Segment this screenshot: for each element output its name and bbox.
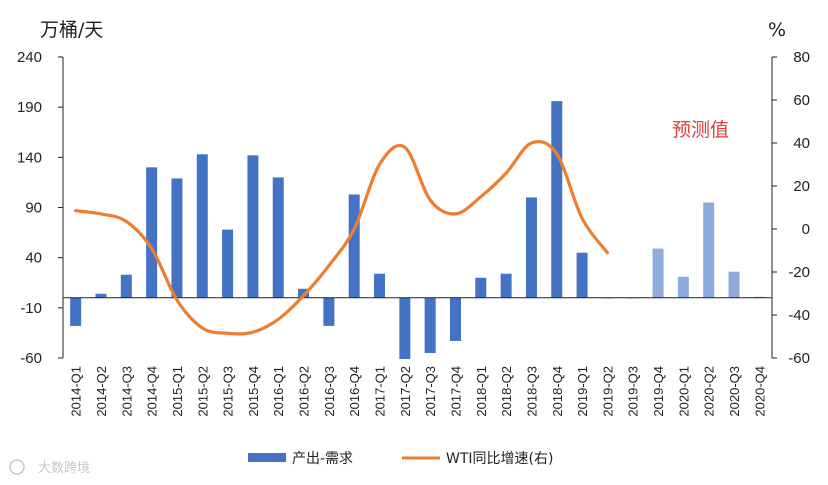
bar — [70, 297, 82, 326]
y-right-ticks: 80 60 40 20 0 -20 -40 -60 — [788, 49, 810, 367]
x-tick-label: 2017-Q2 — [398, 366, 413, 417]
x-tick-label: 2015-Q4 — [246, 366, 261, 417]
x-tick-label: 2015-Q2 — [195, 366, 210, 417]
bar — [652, 248, 664, 298]
y-right-tick-label: 0 — [802, 221, 810, 238]
bar — [298, 288, 310, 298]
bar — [753, 296, 765, 298]
bar — [247, 155, 259, 298]
line-series — [74, 139, 609, 336]
bar — [171, 178, 183, 298]
x-tick-label: 2016-Q1 — [271, 366, 286, 417]
y-right-tick-label: -40 — [788, 307, 810, 324]
bar-series — [70, 101, 765, 360]
legend: 产出-需求 WTI同比增速(右) — [248, 451, 553, 467]
y-left-tick-label: 190 — [17, 99, 42, 116]
y-right-tick-label: 80 — [793, 49, 810, 66]
x-tick-label: 2020-Q3 — [727, 366, 742, 417]
y-left-tick-label: 140 — [17, 149, 42, 166]
y-right-tick-label: 40 — [793, 135, 810, 152]
x-tick-label: 2020-Q2 — [702, 366, 717, 417]
wti-growth-line — [74, 139, 609, 336]
bar — [399, 297, 411, 360]
watermark-logo-icon — [9, 459, 25, 475]
y-left-tick-label: 40 — [25, 250, 42, 267]
x-tick-label: 2014-Q3 — [119, 366, 134, 417]
x-tick-label: 2017-Q1 — [373, 366, 388, 417]
bar — [728, 271, 740, 298]
x-tick-label: 2018-Q1 — [474, 366, 489, 417]
bar — [146, 167, 158, 298]
watermark-text: 大数跨境 — [38, 461, 90, 476]
legend-bar-label: 产出-需求 — [292, 451, 353, 467]
bar — [323, 297, 335, 326]
bar — [475, 277, 487, 298]
x-tick-label: 2016-Q4 — [347, 366, 362, 417]
x-tick-label: 2019-Q3 — [626, 366, 641, 417]
bar — [500, 273, 512, 298]
bar — [424, 297, 436, 353]
y-right-tick-label: -60 — [788, 350, 810, 367]
forecast-annotation: 预测值 — [672, 119, 729, 141]
x-tick-label: 2019-Q2 — [600, 366, 615, 417]
x-tick-label: 2015-Q3 — [221, 366, 236, 417]
watermark: 大数跨境 — [9, 459, 90, 476]
x-tick-label: 2016-Q2 — [297, 366, 312, 417]
x-tick-label: 2018-Q3 — [524, 366, 539, 417]
y-left-ticks: 240 190 140 90 40 -10 -60 — [17, 49, 42, 367]
x-tick-label: 2020-Q4 — [752, 366, 767, 417]
x-tick-label: 2017-Q3 — [423, 366, 438, 417]
x-tick-label: 2014-Q4 — [145, 366, 160, 417]
bar — [196, 154, 208, 298]
y-left-tick-label: -10 — [20, 300, 42, 317]
y-right-tick-label: -20 — [788, 264, 810, 281]
y-left-tick-label: -60 — [20, 350, 42, 367]
y-left-tick-label: 90 — [25, 200, 42, 217]
x-tick-labels: 2014-Q1 2014-Q2 2014-Q3 2014-Q4 2015-Q1 2015-… — [69, 366, 768, 417]
legend-line-label: WTI同比增速(右) — [446, 451, 553, 467]
y-right-tick-label: 20 — [793, 178, 810, 195]
bar — [222, 229, 234, 298]
x-tick-label: 2017-Q4 — [449, 366, 464, 417]
axes — [58, 56, 777, 359]
x-tick-label: 2019-Q4 — [651, 366, 666, 417]
x-tick-label: 2019-Q1 — [575, 366, 590, 417]
bar — [525, 197, 537, 298]
bar — [272, 177, 284, 298]
bar — [374, 273, 386, 298]
y-right-tick-label: 60 — [793, 92, 810, 109]
bar — [576, 252, 588, 298]
x-tick-label: 2018-Q2 — [499, 366, 514, 417]
x-tick-label: 2014-Q2 — [94, 366, 109, 417]
bar — [348, 194, 360, 298]
x-tick-label: 2018-Q4 — [550, 366, 565, 417]
y-left-unit: 万桶/天 — [40, 19, 103, 41]
x-tick-label: 2016-Q3 — [322, 366, 337, 417]
y-right-unit: % — [768, 19, 786, 41]
bar — [120, 274, 132, 298]
bar — [449, 297, 461, 341]
x-tick-label: 2020-Q1 — [676, 366, 691, 417]
bar — [677, 276, 689, 298]
legend-bar-swatch — [248, 453, 286, 462]
y-left-tick-label: 240 — [17, 49, 42, 66]
x-tick-label: 2014-Q1 — [69, 366, 84, 417]
bar — [95, 293, 107, 298]
bar — [703, 202, 715, 298]
bar — [551, 101, 563, 298]
x-tick-label: 2015-Q1 — [170, 366, 185, 417]
